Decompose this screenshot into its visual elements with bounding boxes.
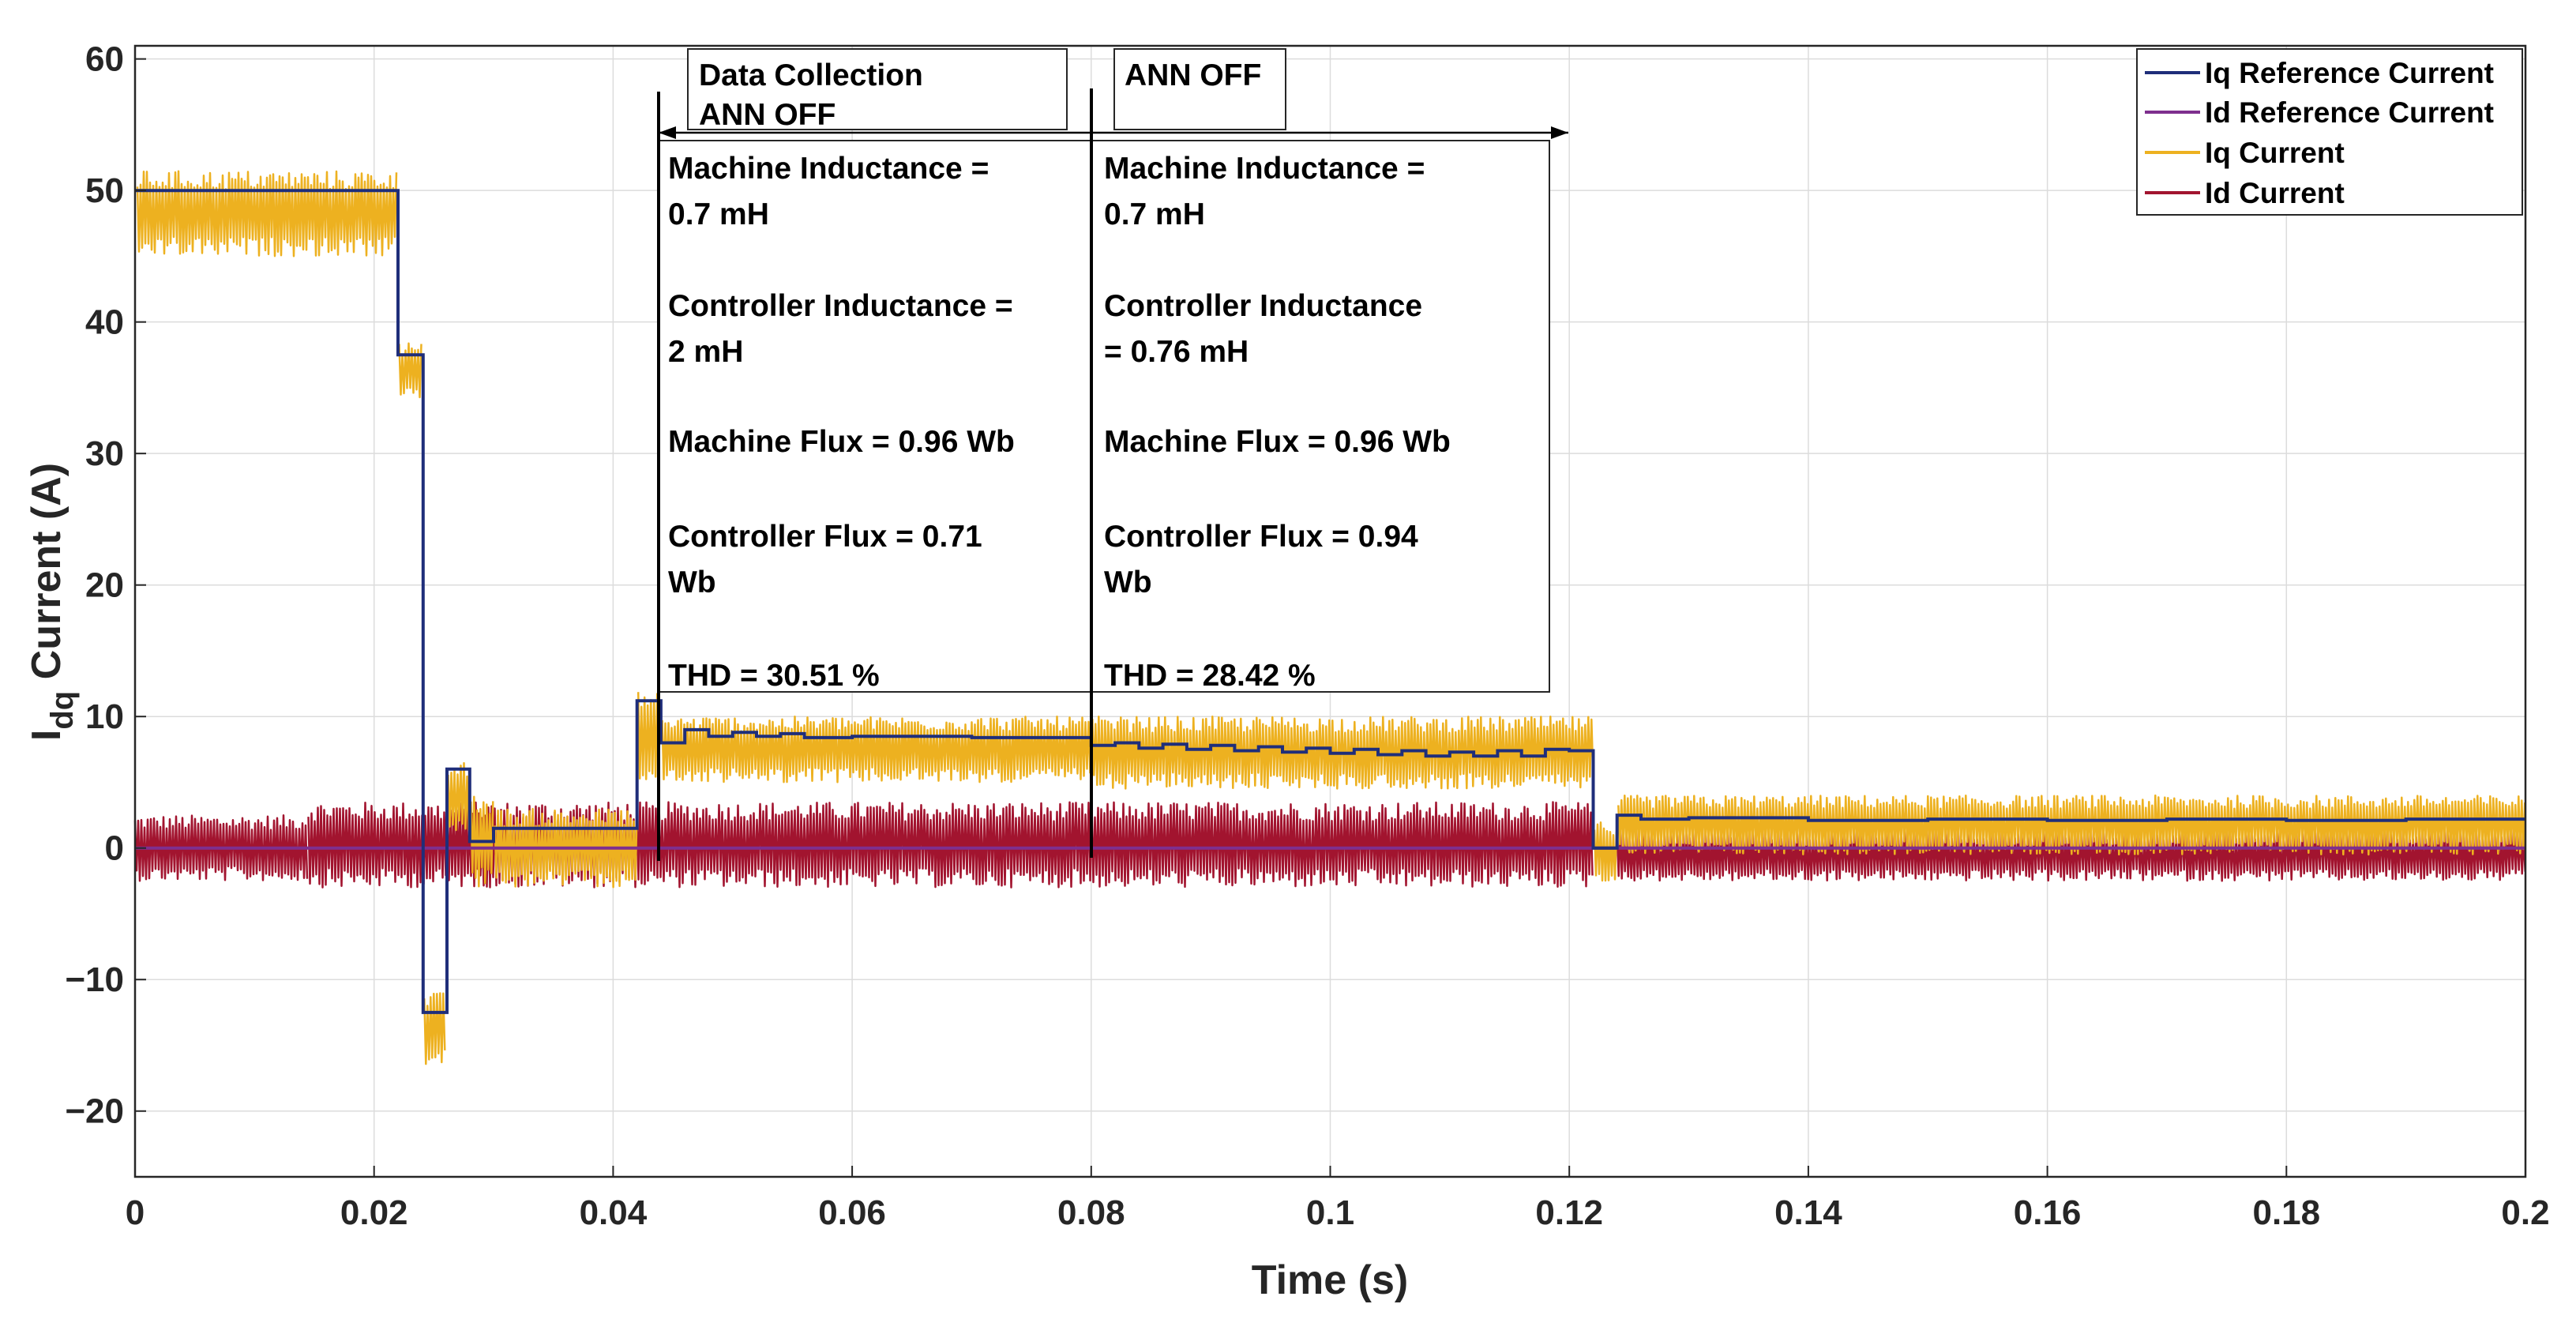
y-tick-label: 60 [85, 40, 124, 79]
legend-label-iq-reference: Iq Reference Current [2205, 57, 2494, 89]
y-tick-label: 20 [85, 566, 124, 605]
legend-label-iq-current: Iq Current [2205, 137, 2345, 169]
x-tick-label: 0.08 [1057, 1193, 1125, 1232]
iq-current-series [136, 170, 398, 257]
left-parameter-line: Controller Inductance = [668, 289, 1013, 323]
left-parameter-line: 0.7 mH [668, 197, 769, 231]
iq-current-series [1091, 715, 1594, 790]
data-collection-label: Data Collection [699, 58, 923, 92]
y-axis-title-subscript: dq [45, 691, 80, 730]
right-parameter-line: THD = 28.42 % [1104, 659, 1316, 693]
x-tick-label: 0.06 [818, 1193, 886, 1232]
parameters-box [658, 140, 1550, 693]
left-parameter-line: 2 mH [668, 335, 743, 369]
arrow-head-right [1551, 126, 1568, 139]
y-tick-label: 10 [85, 697, 124, 736]
y-tick-label: 30 [85, 434, 124, 473]
left-parameter-line: Machine Inductance = [668, 152, 989, 186]
left-parameter-line: Machine Flux = 0.96 Wb [668, 425, 1015, 459]
legend-label-id-current: Id Current [2205, 177, 2345, 209]
y-axis-title-main: I [24, 730, 69, 741]
right-parameter-line: Controller Inductance [1104, 289, 1422, 323]
y-axis-title-rest: Current (A) [24, 463, 69, 691]
iq-current-series [1617, 794, 2526, 856]
left-parameters: Machine Inductance = 0.7 mH Controller Ind… [668, 152, 1015, 693]
ann-off-label-right: ANN OFF [1125, 58, 1261, 92]
x-tick-label: 0.1 [1306, 1193, 1354, 1232]
iq-current-series [447, 761, 470, 832]
x-tick-label: 0.14 [1774, 1193, 1842, 1232]
legend: Iq Reference Current Id Reference Curren… [2136, 48, 2523, 216]
x-tick-label: 0.02 [340, 1193, 408, 1232]
y-tick-label: 40 [85, 303, 124, 342]
x-tick-label: 0.04 [580, 1193, 648, 1232]
legend-label-id-reference: Id Reference Current [2205, 96, 2494, 129]
right-parameters: Machine Inductance = 0.7 mH Controller Ind… [1104, 152, 1451, 693]
right-parameter-line: 0.7 mH [1104, 197, 1205, 231]
y-tick-label: −20 [65, 1092, 124, 1131]
y-axis-title: Idq Current (A) [24, 463, 80, 741]
right-parameter-line: = 0.76 mH [1104, 335, 1249, 369]
arrow-head-left [659, 126, 676, 139]
annotations: Data Collection ANN OFF ANN OFF Machine … [657, 48, 1568, 861]
right-parameter-line: Machine Flux = 0.96 Wb [1104, 425, 1451, 459]
y-tick-label: 0 [105, 829, 124, 868]
iq-current-series [398, 342, 422, 399]
left-parameter-line: Controller Flux = 0.71 [668, 520, 982, 554]
iq-current-series [494, 807, 638, 889]
iq-reference-series [135, 189, 2525, 1014]
iq-current-series [423, 992, 446, 1065]
iq-current-series [636, 692, 662, 780]
x-tick-label: 0.12 [1535, 1193, 1603, 1232]
right-parameter-line: Machine Inductance = [1104, 152, 1425, 186]
x-tick-label: 0.2 [2501, 1193, 2549, 1232]
x-tick-label: 0 [126, 1193, 145, 1232]
y-tick-label: −10 [65, 960, 124, 999]
iq-current-series [470, 795, 494, 888]
left-parameter-line: THD = 30.51 % [668, 659, 880, 693]
axis-ticks: 0 0.02 0.04 0.06 0.08 0.1 0.12 0.14 0.16 0.18 0.2 −… [65, 40, 2549, 1232]
x-tick-label: 0.16 [2014, 1193, 2082, 1232]
plot-area [133, 170, 2526, 1065]
x-tick-label: 0.18 [2252, 1193, 2320, 1232]
legend-box [2136, 48, 2523, 216]
ann-off-label-left: ANN OFF [699, 98, 836, 132]
right-parameter-line: Controller Flux = 0.94 [1104, 520, 1418, 554]
ann-off-box [1113, 48, 1286, 130]
iq-current-series [661, 716, 1091, 784]
data-collection-box [687, 48, 1068, 130]
y-tick-label: 50 [85, 171, 124, 210]
left-parameter-line: Wb [668, 566, 716, 599]
x-axis-title: Time (s) [1252, 1257, 1408, 1303]
right-parameter-line: Wb [1104, 566, 1152, 599]
